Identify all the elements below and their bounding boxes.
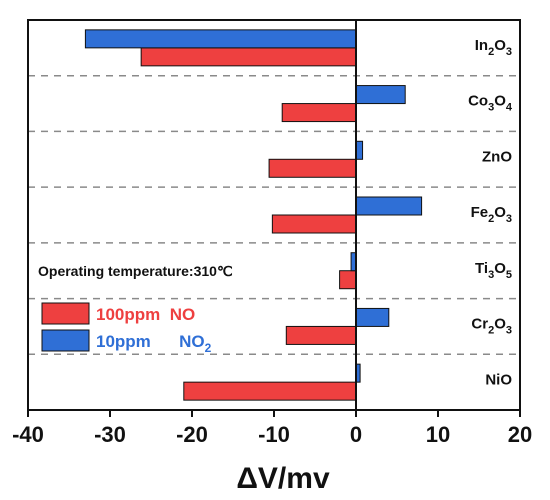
x-tick-label-6: 20 <box>508 422 532 447</box>
operating-temperature-note: Operating temperature:310℃ <box>38 263 233 279</box>
legend-label-0: 100ppm NO <box>96 305 195 324</box>
legend: 100ppm NO 10ppm NO2 <box>41 302 212 355</box>
bar-ni-series-0 <box>183 381 357 401</box>
x-tick-label-2: -20 <box>176 422 208 447</box>
category-label-fe: Fe2O3 <box>471 204 512 225</box>
category-label-part: O <box>494 260 506 277</box>
bar-cr-series-1 <box>355 307 390 327</box>
x-tick-label-5: 10 <box>426 422 450 447</box>
legend-swatch-0 <box>41 302 90 325</box>
legend-label-part: 2 <box>205 341 212 355</box>
category-label-part: O <box>494 93 506 110</box>
x-tick-labels: -40 -30 -20 -10 0 10 20 <box>12 422 532 447</box>
category-label-part: O <box>494 316 506 333</box>
category-label-part: 3 <box>506 325 512 337</box>
x-tick-label-1: -30 <box>94 422 126 447</box>
category-label-part: NiO <box>485 371 512 388</box>
category-label-co: Co3O4 <box>468 93 513 114</box>
bar-cr-series-0 <box>285 325 357 345</box>
bar-in-series-1 <box>84 29 357 49</box>
bar-in-series-0 <box>140 47 357 67</box>
category-label-part: O <box>494 204 506 221</box>
legend-label-part: 10ppm NO <box>96 332 205 351</box>
bar-ti-series-0 <box>339 270 357 290</box>
bar-zn-series-0 <box>268 158 357 178</box>
category-label-part: In <box>475 37 488 54</box>
category-label-part: Cr <box>471 316 488 333</box>
category-label-part: O <box>494 37 506 54</box>
category-label-part: 3 <box>488 102 494 114</box>
category-label-part: 2 <box>488 325 494 337</box>
category-label-ni: NiO <box>485 371 512 388</box>
category-label-in: In2O3 <box>475 37 512 58</box>
bars <box>84 29 423 401</box>
category-label-ti: Ti3O5 <box>475 260 512 281</box>
legend-label-part: 100ppm NO <box>96 305 195 324</box>
category-label-part: 3 <box>506 46 512 58</box>
category-label-part: Co <box>468 93 488 110</box>
category-label-part: 4 <box>506 102 513 114</box>
category-label-cr: Cr2O3 <box>471 316 512 337</box>
bar-fe-series-1 <box>355 196 423 216</box>
x-tick-label-0: -40 <box>12 422 44 447</box>
category-label-part: 3 <box>506 213 512 225</box>
bar-co-series-0 <box>281 103 357 123</box>
category-label-part: 2 <box>488 46 494 58</box>
x-tick-label-4: 0 <box>350 422 362 447</box>
category-label-part: 2 <box>488 213 494 225</box>
legend-label-1: 10ppm NO2 <box>96 332 212 355</box>
bar-fe-series-0 <box>271 214 357 234</box>
category-label-part: 3 <box>488 269 494 281</box>
x-ticks <box>27 410 521 417</box>
legend-swatch-1 <box>41 329 90 352</box>
category-label-part: Fe <box>471 204 489 221</box>
bar-co-series-1 <box>355 85 406 105</box>
x-axis-title: ΔV/mv <box>236 462 330 495</box>
category-label-zn: ZnO <box>482 148 512 165</box>
category-label-part: 5 <box>506 269 512 281</box>
x-tick-label-3: -10 <box>258 422 290 447</box>
category-label-part: ZnO <box>482 148 512 165</box>
category-label-part: Ti <box>475 260 488 277</box>
category-separators <box>28 74 520 356</box>
